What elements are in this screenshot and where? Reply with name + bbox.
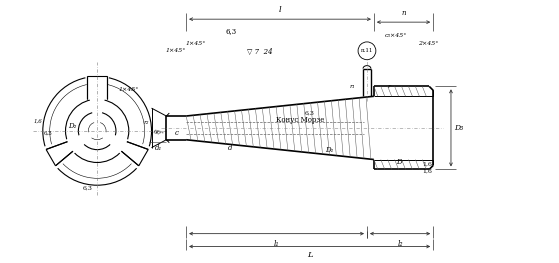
Text: d₁: d₁ bbox=[155, 144, 162, 152]
Text: c₃×45°: c₃×45° bbox=[385, 33, 407, 38]
Text: l: l bbox=[279, 6, 281, 14]
Wedge shape bbox=[45, 131, 97, 167]
Text: 1×45°: 1×45° bbox=[119, 87, 139, 92]
Text: 1,6: 1,6 bbox=[34, 118, 42, 123]
Text: 60°: 60° bbox=[153, 129, 164, 137]
Text: ▽ 7  24: ▽ 7 24 bbox=[248, 47, 273, 55]
Text: c: c bbox=[174, 129, 178, 137]
Text: 6,3: 6,3 bbox=[225, 27, 236, 35]
Text: l₂: l₂ bbox=[397, 240, 403, 247]
Text: п.11: п.11 bbox=[361, 48, 373, 53]
Text: 6,3: 6,3 bbox=[44, 130, 52, 135]
Text: L: L bbox=[307, 251, 312, 259]
Text: d: d bbox=[228, 144, 233, 152]
Text: D₁: D₁ bbox=[325, 146, 334, 154]
Text: D₂: D₂ bbox=[68, 122, 77, 130]
Text: 1,6: 1,6 bbox=[422, 169, 432, 174]
Text: Конус Морзе: Конус Морзе bbox=[276, 116, 324, 124]
Text: 6,3: 6,3 bbox=[82, 186, 92, 191]
Text: l₁: l₁ bbox=[274, 240, 280, 247]
Text: 1,6: 1,6 bbox=[422, 162, 432, 167]
Text: r: r bbox=[387, 84, 390, 89]
Text: 6,3: 6,3 bbox=[305, 110, 315, 115]
Text: 1×45°: 1×45° bbox=[166, 48, 186, 53]
Text: D: D bbox=[396, 159, 401, 166]
Text: r₁: r₁ bbox=[349, 84, 355, 89]
Wedge shape bbox=[87, 77, 107, 131]
Text: 1×45°: 1×45° bbox=[186, 41, 206, 46]
Text: 2×45°: 2×45° bbox=[418, 41, 438, 46]
Text: D₃: D₃ bbox=[454, 124, 463, 132]
Wedge shape bbox=[97, 131, 149, 167]
Text: n: n bbox=[401, 9, 406, 17]
Text: r₂: r₂ bbox=[144, 120, 149, 125]
